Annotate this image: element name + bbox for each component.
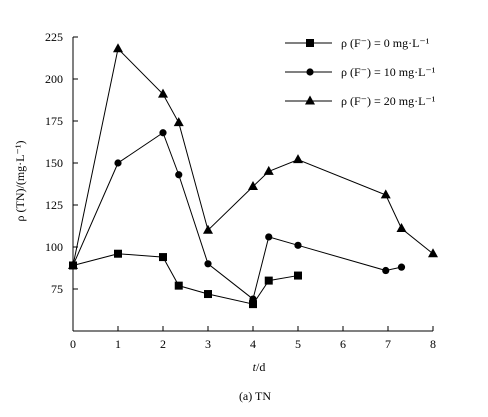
data-point-triangle	[203, 224, 213, 234]
data-point-circle	[397, 263, 406, 271]
data-point-square	[294, 271, 302, 280]
x-tick-label: 0	[70, 337, 76, 351]
data-point-circle	[114, 159, 122, 167]
x-axis-title: t/d	[253, 360, 266, 374]
legend: ρ (F⁻) = 0 mg·L⁻¹ ρ (F⁻) = 10 mg·L⁻¹ ρ (F⁻…	[285, 36, 436, 108]
data-point-square	[249, 300, 257, 309]
legend-marker-circle	[306, 68, 314, 76]
x-tick-label: 2	[160, 337, 166, 351]
series-triangle	[68, 43, 438, 269]
data-point-square	[159, 253, 167, 262]
y-tick-label: 200	[45, 72, 63, 86]
x-tick-label: 5	[295, 337, 301, 351]
y-tick-label: 75	[51, 282, 63, 296]
data-point-circle	[175, 171, 183, 179]
data-point-triangle	[263, 165, 274, 175]
legend-label-triangle: ρ (F⁻) = 20 mg·L⁻¹	[341, 94, 436, 108]
data-point-square	[264, 276, 273, 285]
x-axis-title-var: t	[253, 360, 257, 374]
data-point-triangle	[396, 223, 407, 233]
x-tick-label: 4	[250, 337, 256, 351]
series-square	[69, 249, 302, 309]
data-point-triangle	[428, 248, 438, 258]
x-axis-title-unit: /d	[256, 360, 265, 374]
figure-caption: (a) TN	[239, 389, 271, 403]
data-point-circle	[382, 266, 390, 275]
series-circle	[69, 129, 406, 303]
x-tick-label: 6	[340, 337, 346, 351]
legend-label-circle: ρ (F⁻) = 10 mg·L⁻¹	[341, 65, 436, 79]
series-line-square	[72, 253, 299, 305]
y-tick-label: 100	[45, 240, 63, 254]
legend-item-circle: ρ (F⁻) = 10 mg·L⁻¹	[285, 65, 436, 79]
data-point-triangle	[293, 154, 303, 164]
x-tick-label: 7	[385, 337, 391, 351]
series-layer	[68, 43, 438, 309]
x-tick-label: 8	[430, 337, 436, 351]
legend-marker-triangle	[305, 95, 315, 105]
data-point-triangle	[173, 117, 184, 127]
y-tick-label: 150	[45, 156, 63, 170]
series-line-circle	[72, 131, 402, 300]
data-point-triangle	[68, 259, 78, 269]
data-point-triangle	[158, 88, 168, 98]
legend-marker-square	[306, 39, 314, 47]
data-point-circle	[294, 241, 302, 249]
data-point-triangle	[113, 43, 123, 53]
data-point-circle	[204, 260, 212, 268]
data-point-circle	[265, 233, 273, 241]
axes: 0 1 2 3 4 5 6 7 8 75 100 125 150 175 200 225	[45, 30, 436, 351]
data-point-circle	[249, 295, 257, 303]
data-point-square	[204, 290, 212, 299]
x-tick-label: 1	[115, 337, 121, 351]
data-point-square	[174, 281, 183, 290]
x-tick-label: 3	[205, 337, 211, 351]
y-tick-label: 225	[45, 30, 63, 44]
y-tick-label: 125	[45, 198, 63, 212]
data-point-triangle	[248, 181, 258, 191]
data-point-circle	[159, 129, 167, 137]
y-tick-label: 175	[45, 114, 63, 128]
data-point-triangle	[380, 189, 391, 199]
data-point-square	[114, 249, 122, 258]
legend-item-square: ρ (F⁻) = 0 mg·L⁻¹	[285, 36, 430, 50]
legend-label-square: ρ (F⁻) = 0 mg·L⁻¹	[341, 36, 430, 50]
legend-item-triangle: ρ (F⁻) = 20 mg·L⁻¹	[285, 94, 436, 108]
y-axis-title: ρ (TN)/(mg·L⁻¹)	[13, 141, 27, 222]
